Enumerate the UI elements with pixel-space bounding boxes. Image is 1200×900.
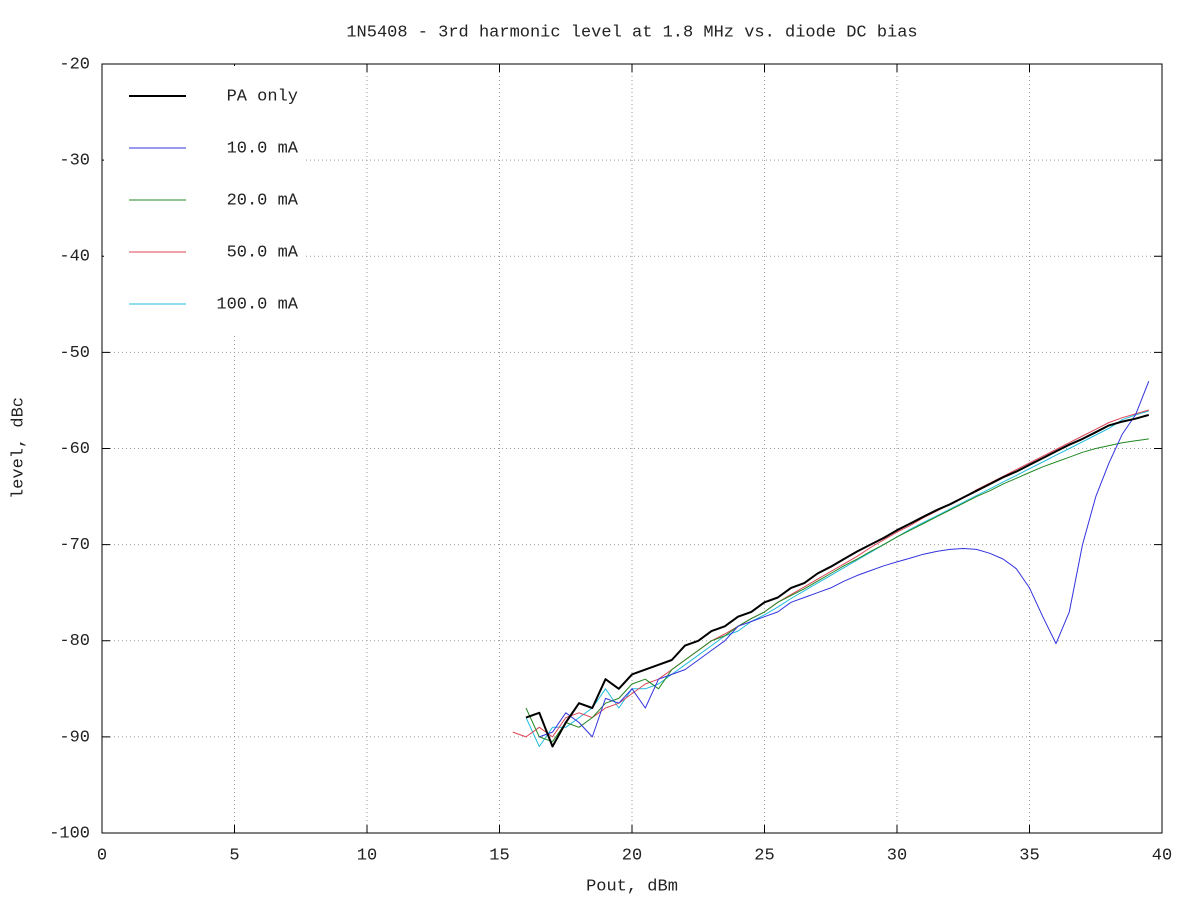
x-tick-label: 15 (489, 846, 509, 865)
x-tick-label: 40 (1152, 846, 1172, 865)
x-tick-label: 5 (229, 846, 239, 865)
x-axis-label: Pout, dBm (586, 877, 678, 896)
y-tick-label: -60 (59, 440, 90, 459)
y-axis-label: level, dBc (9, 397, 28, 499)
y-tick-label: -30 (59, 152, 90, 171)
x-tick-label: 30 (887, 846, 907, 865)
legend-label: PA only (227, 87, 298, 106)
chart-title: 1N5408 - 3rd harmonic level at 1.8 MHz v… (346, 23, 917, 42)
x-tick-label: 25 (754, 846, 774, 865)
legend-label: 50.0 mA (227, 243, 299, 262)
y-tick-label: -70 (59, 536, 90, 555)
y-tick-label: -100 (49, 824, 90, 843)
y-tick-label: -90 (59, 728, 90, 747)
legend-label: 10.0 mA (227, 139, 299, 158)
x-tick-label: 20 (622, 846, 642, 865)
series-line (539, 381, 1150, 738)
legend-label: 100.0 mA (216, 295, 298, 314)
x-tick-label: 10 (357, 846, 377, 865)
plot-frame (101, 63, 1163, 834)
series-line (525, 410, 1149, 747)
legend-box (104, 66, 304, 336)
series-line (525, 438, 1149, 743)
series-line (525, 413, 1150, 748)
y-tick-label: -80 (59, 632, 90, 651)
legend-label: 20.0 mA (227, 191, 299, 210)
x-tick-label: 0 (97, 846, 107, 865)
y-tick-label: -50 (59, 344, 90, 363)
x-tick-label: 35 (1019, 846, 1039, 865)
y-tick-label: -20 (59, 55, 90, 74)
y-tick-label: -40 (59, 248, 90, 267)
